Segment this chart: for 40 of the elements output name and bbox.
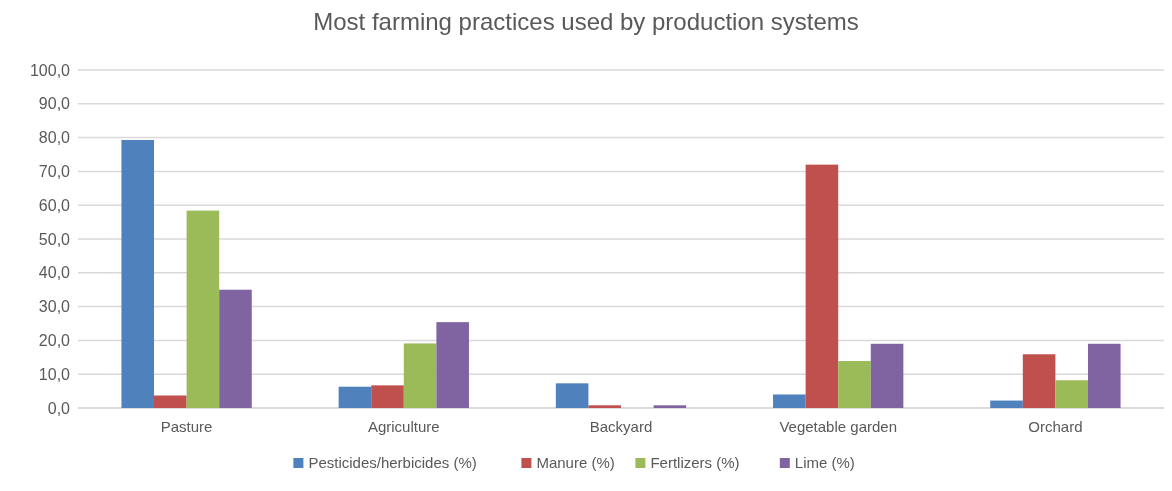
bar	[219, 289, 252, 408]
y-tick-label: 10,0	[38, 365, 71, 383]
bar	[371, 385, 404, 408]
y-tick-label: 100,0	[29, 61, 71, 79]
bar	[1087, 343, 1121, 408]
bar	[838, 361, 871, 408]
y-tick-label: 70,0	[38, 163, 71, 180]
y-tick-label: 20,0	[38, 332, 71, 349]
y-tick-label: 90,0	[38, 95, 71, 113]
bar	[870, 343, 904, 408]
x-tick-label: Pasture	[160, 418, 213, 435]
x-tick-label: Agriculture	[367, 418, 440, 435]
y-tick-label: 30,0	[38, 298, 71, 316]
x-tick-label: Backyard	[589, 418, 653, 435]
bar	[186, 210, 220, 408]
x-tick-label: Vegetable garden	[779, 418, 897, 435]
bar	[1055, 380, 1088, 408]
bar	[990, 400, 1023, 408]
bar	[555, 383, 589, 408]
y-tick-label: 0,0	[47, 399, 71, 417]
legend-label: Fertlizers (%)	[650, 454, 740, 472]
bar	[653, 405, 687, 408]
legend-label: Lime (%)	[794, 454, 855, 472]
chart-title: Most farming practices used by production systems	[313, 8, 859, 35]
bar	[436, 322, 469, 408]
x-tick-label: Orchard	[1028, 418, 1083, 435]
bar	[588, 405, 621, 408]
bar	[805, 164, 839, 408]
bar	[154, 395, 187, 408]
bar	[1022, 354, 1056, 408]
y-tick-label: 80,0	[38, 129, 71, 147]
bar	[338, 386, 372, 408]
bar	[121, 139, 155, 408]
bar	[403, 343, 437, 408]
bar	[773, 394, 806, 408]
legend-label: Pesticides/herbicides (%)	[308, 454, 477, 472]
y-tick-label: 60,0	[38, 196, 71, 214]
legend-label: Manure (%)	[536, 454, 615, 472]
y-tick-label: 50,0	[38, 230, 71, 248]
y-tick-label: 40,0	[38, 264, 71, 282]
